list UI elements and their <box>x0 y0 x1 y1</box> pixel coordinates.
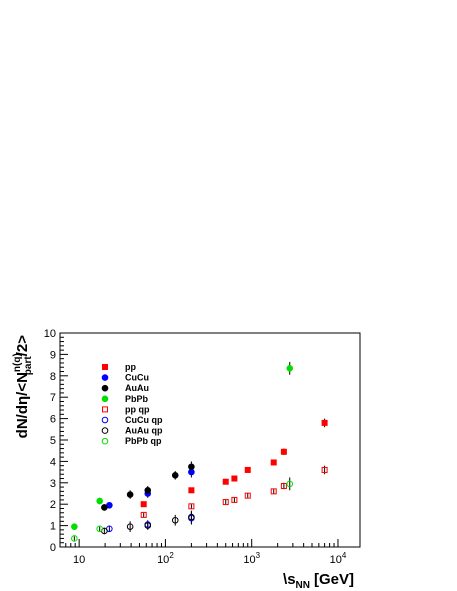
point-pp <box>244 466 251 473</box>
legend-marker-pbpb <box>101 395 109 403</box>
point-auau-qp <box>144 522 152 529</box>
x-tick-label: 10 <box>73 554 85 566</box>
point-pp-qp <box>188 503 195 510</box>
data-markers <box>71 365 328 542</box>
legend-label-pbpb-qp: PbPb qp <box>125 436 162 446</box>
point-pp <box>321 419 328 426</box>
point-auau <box>144 486 152 494</box>
y-tick-label: 10 <box>44 328 56 340</box>
legend-label-auau-qp: AuAu qp <box>125 426 163 436</box>
legend-marker-auau <box>101 384 109 392</box>
point-pp-qp <box>140 511 147 518</box>
point-pp-qp <box>244 492 251 499</box>
point-pp <box>222 478 229 485</box>
legend-marker-pp-qp <box>102 406 108 413</box>
point-pp <box>188 487 195 494</box>
legend-label-auau: AuAu <box>125 383 149 393</box>
point-pp-qp <box>270 488 277 495</box>
point-auau <box>188 463 195 471</box>
legend-label-cucu-qp: CuCu qp <box>125 415 163 425</box>
y-tick-label: 1 <box>50 521 56 533</box>
legend-marker-pp <box>102 364 108 370</box>
point-pbpb <box>96 497 103 505</box>
y-tick-label: 4 <box>50 456 56 468</box>
point-pbpb-qp <box>96 525 103 533</box>
point-auau-qp <box>188 513 195 521</box>
point-auau <box>126 491 134 498</box>
legend-label-pp: pp <box>125 362 136 372</box>
point-pp-qp <box>280 483 287 490</box>
y-tick-label: 8 <box>50 371 56 383</box>
legend-marker-cucu <box>101 374 109 381</box>
x-tick-label: 103 <box>243 551 260 566</box>
point-pbpb <box>286 365 294 372</box>
point-auau-qp <box>126 523 134 530</box>
y-tick-label: 9 <box>50 349 56 361</box>
legend-label-cucu: CuCu <box>125 373 149 383</box>
point-pp-qp <box>222 499 229 506</box>
y-tick-label: 3 <box>50 478 56 490</box>
error-bars <box>73 361 326 541</box>
y-tick-label: 5 <box>50 435 56 447</box>
point-pp <box>280 448 287 455</box>
point-pbpb-qp <box>71 535 78 542</box>
point-auau-qp <box>171 516 179 524</box>
x-axis-title: \sNN [GeV] <box>283 571 354 591</box>
point-pp-qp <box>321 466 328 473</box>
legend-marker-auau-qp <box>101 427 109 434</box>
point-pp <box>140 501 147 508</box>
axes: 0 1 2 3 4 5 6 7 8 9 10 10 102 103 104 <box>44 328 347 566</box>
y-axis-title: dN/dη/<Nn(q)part/2> <box>12 335 34 439</box>
x-tick-label: 102 <box>157 551 174 566</box>
point-auau <box>171 472 179 479</box>
point-pp <box>270 459 277 466</box>
legend-marker-pbpb-qp <box>101 437 109 445</box>
point-pbpb <box>71 523 78 530</box>
legend-label-pbpb: PbPb <box>125 394 149 404</box>
point-pp <box>231 475 238 482</box>
point-pp-qp <box>231 496 238 503</box>
legend-marker-cucu-qp <box>101 416 109 424</box>
point-cucu <box>188 468 195 476</box>
point-pbpb-qp <box>286 480 294 488</box>
point-auau <box>101 504 108 511</box>
y-tick-label: 6 <box>50 414 56 426</box>
legend-label-pp-qp: pp qp <box>125 404 150 414</box>
y-tick-label: 0 <box>50 542 56 554</box>
y-tick-label: 2 <box>50 499 56 511</box>
x-tick-label: 104 <box>330 551 347 566</box>
y-tick-label: 7 <box>50 392 56 404</box>
